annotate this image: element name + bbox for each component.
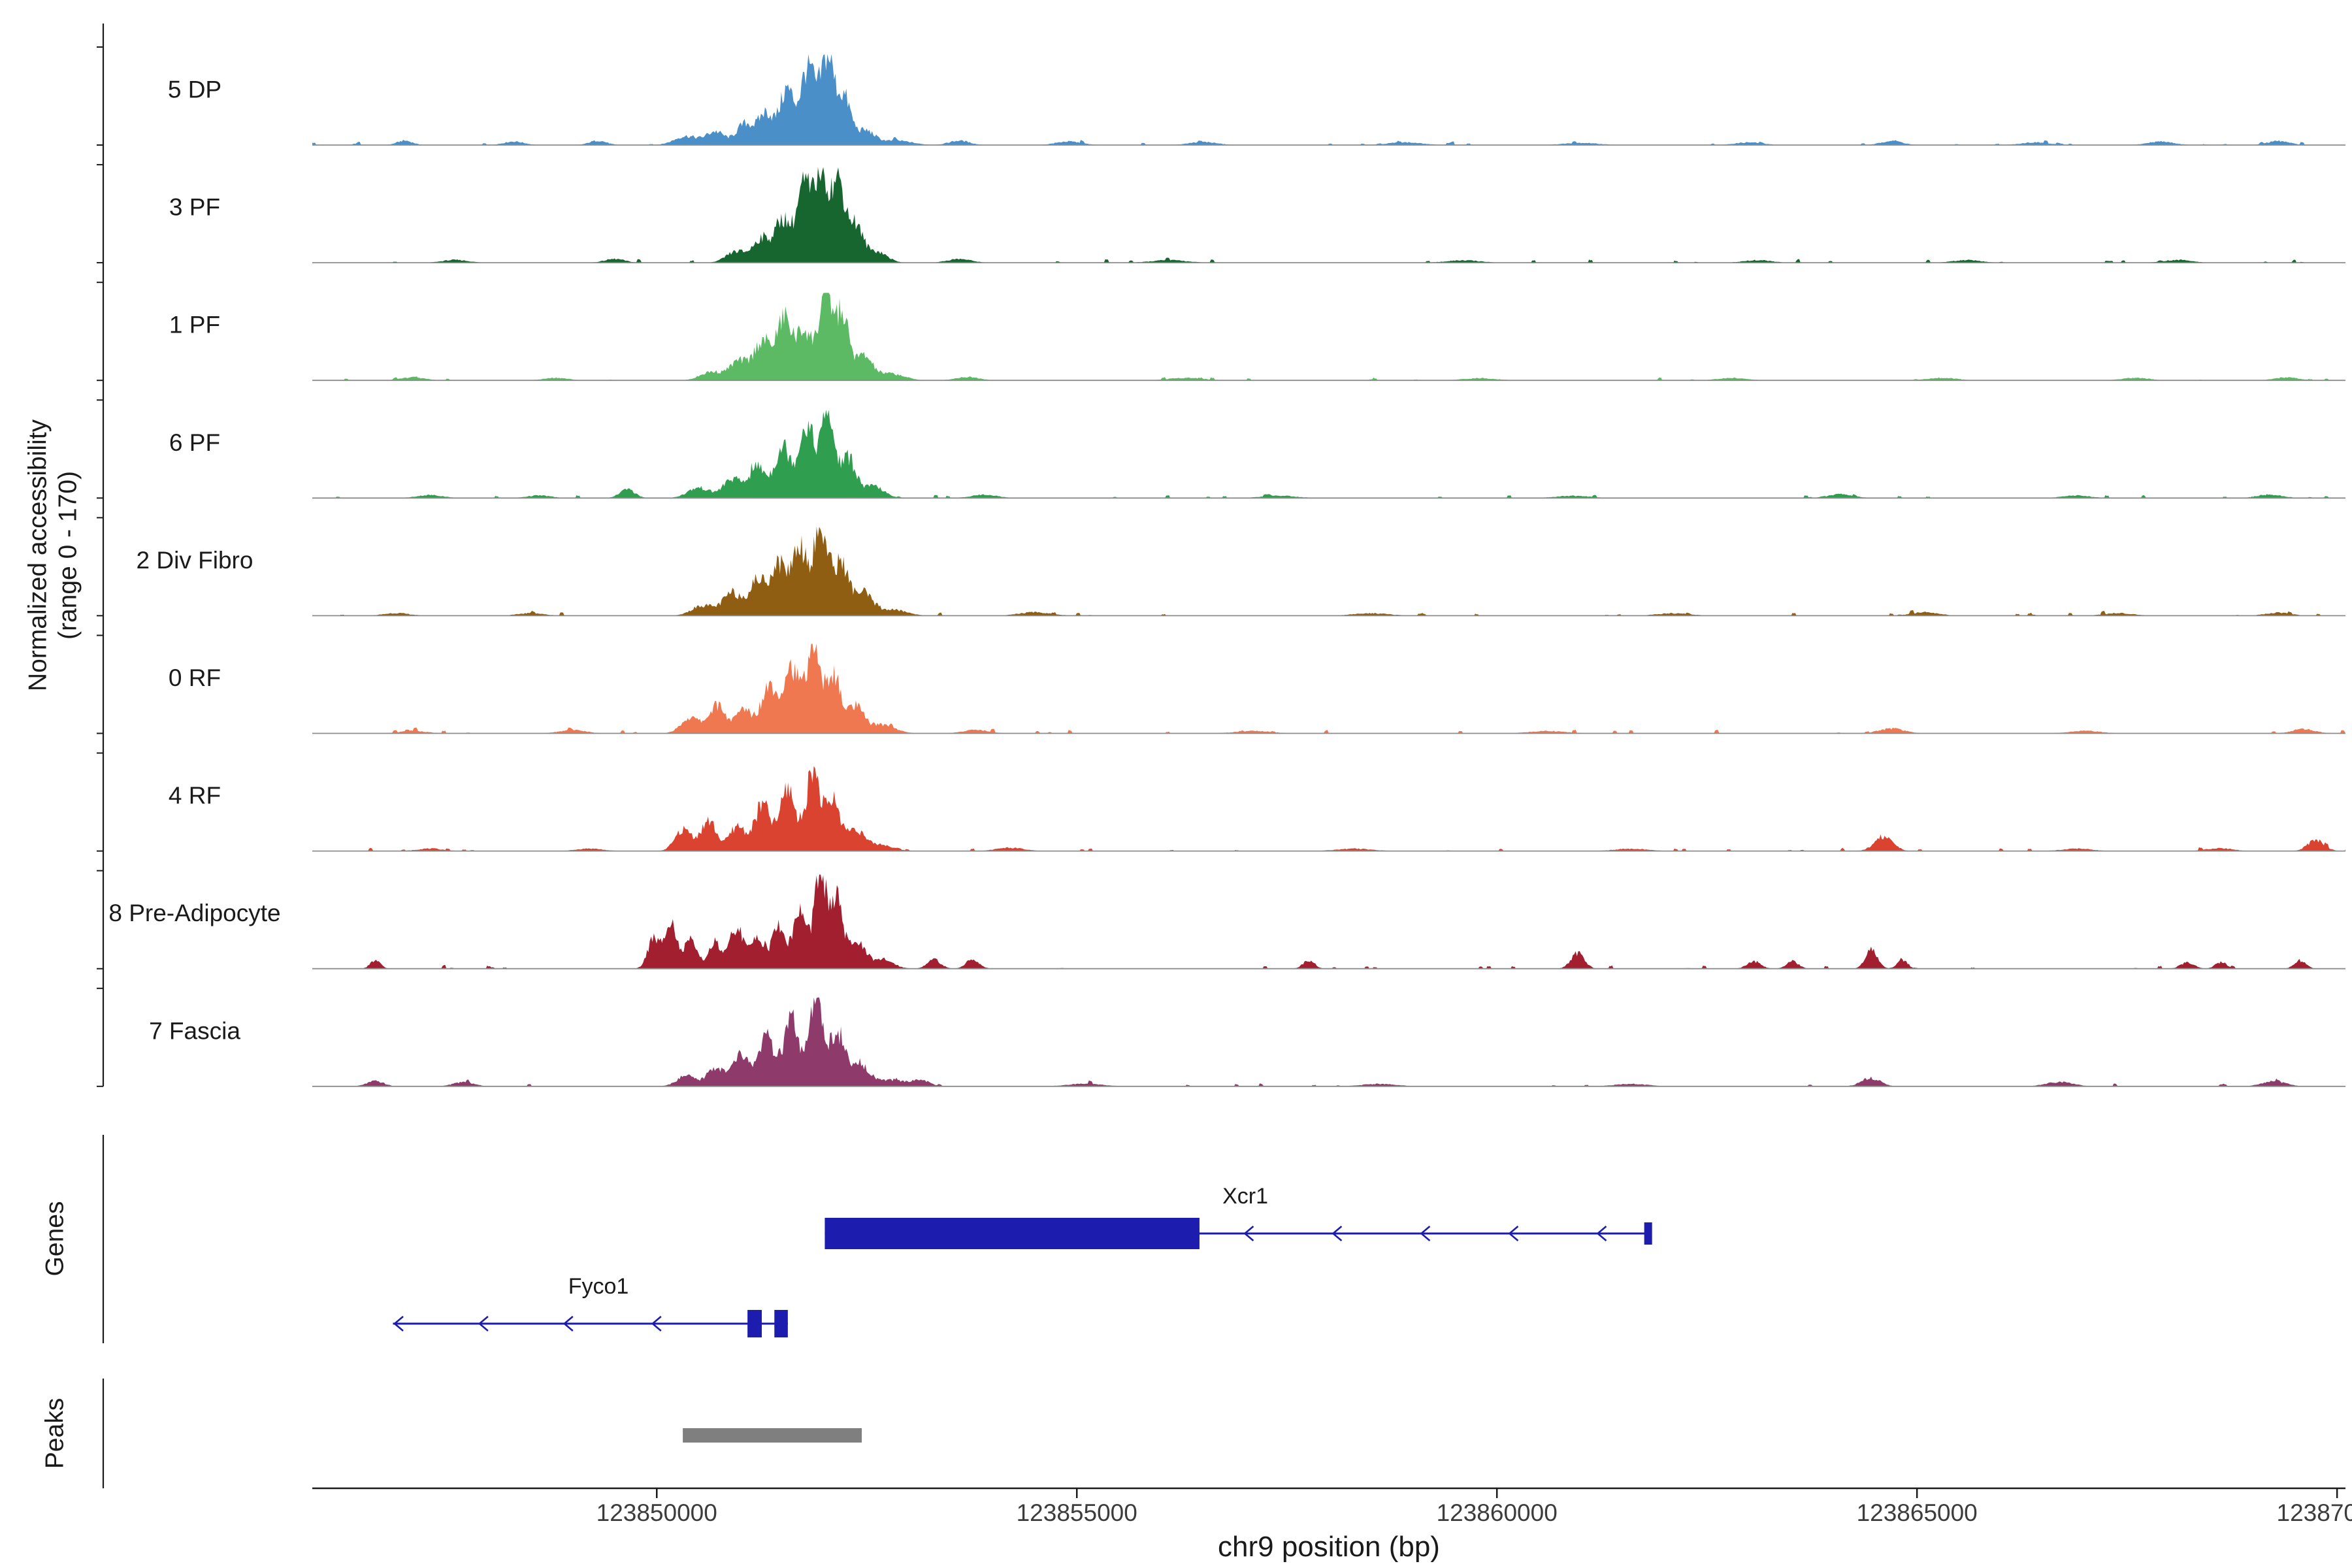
coverage-track-0-rf [312, 644, 2345, 734]
gene-end-tick-xcr1 [1644, 1222, 1652, 1245]
x-axis-tick-label: 123855000 [1017, 1499, 1137, 1526]
track-label-2-div-fibro: 2 Div Fibro [137, 547, 253, 574]
axis-brackets [97, 24, 105, 1488]
strand-arrow-icon [1243, 1226, 1254, 1241]
y-axis-label-line1: Normalized accessibility [24, 419, 52, 691]
coverage-track-6-pf [312, 410, 2345, 498]
coverage-track-7-fascia [312, 997, 2345, 1086]
coverage-tracks: 5 DP 3 PF 1 PF 6 PF 2 Div Fibro 0 RF 4 RF 8 Pre… [108, 54, 2345, 1087]
strand-arrow-icon [1596, 1226, 1607, 1241]
x-axis: 123850000 123855000 123860000 123865000 1238… [312, 1487, 2352, 1526]
track-label-7-fascia: 7 Fascia [149, 1017, 240, 1044]
strand-arrow-icon [1508, 1226, 1519, 1241]
y-axis-label-line2: (range 0 - 170) [54, 471, 82, 640]
genes-section-label: Genes [41, 1201, 69, 1277]
x-axis-tick-label: 123860000 [1437, 1499, 1558, 1526]
coverage-track-8-pre-adipocyte [312, 874, 2345, 969]
gene-exon-fyco1 [747, 1310, 762, 1337]
track-label-1-pf: 1 PF [169, 312, 220, 338]
strand-arrow-icon [478, 1316, 489, 1331]
x-axis-title: chr9 position (bp) [1218, 1531, 1440, 1563]
peak-bar [683, 1428, 862, 1443]
gene-name-label-fyco1: Fyco1 [568, 1274, 629, 1299]
track-label-4-rf: 4 RF [169, 782, 221, 809]
peaks-track [683, 1428, 862, 1443]
track-label-5-dp: 5 DP [168, 76, 221, 103]
strand-arrow-icon [1331, 1226, 1343, 1241]
peaks-section-label: Peaks [41, 1398, 69, 1469]
gene-name-label-xcr1: Xcr1 [1222, 1184, 1268, 1209]
coverage-track-2-div-fibro [312, 527, 2345, 616]
track-label-0-rf: 0 RF [169, 664, 221, 691]
x-axis-tick-label: 123850000 [596, 1499, 717, 1526]
strand-arrow-icon [1420, 1226, 1431, 1241]
x-axis-tick-label: 123870000 [2277, 1499, 2352, 1526]
strand-arrow-icon [393, 1316, 404, 1331]
track-label-6-pf: 6 PF [169, 429, 220, 456]
x-axis-tick-label: 123865000 [1857, 1499, 1978, 1526]
strand-arrow-icon [651, 1316, 662, 1331]
coverage-track-4-rf [312, 766, 2345, 851]
gene-exon-xcr1 [825, 1218, 1200, 1249]
coverage-track-5-dp [312, 54, 2345, 146]
track-label-3-pf: 3 PF [169, 194, 220, 221]
track-label-8-pre-adipocyte: 8 Pre-Adipocyte [108, 900, 280, 926]
gene-annotation-track: Xcr1 Fyco1 [393, 1184, 1652, 1337]
strand-arrow-icon [563, 1316, 574, 1331]
coverage-track-1-pf [312, 293, 2345, 381]
coverage-track-3-pf [312, 167, 2345, 263]
gene-exon-fyco1 [774, 1310, 788, 1337]
